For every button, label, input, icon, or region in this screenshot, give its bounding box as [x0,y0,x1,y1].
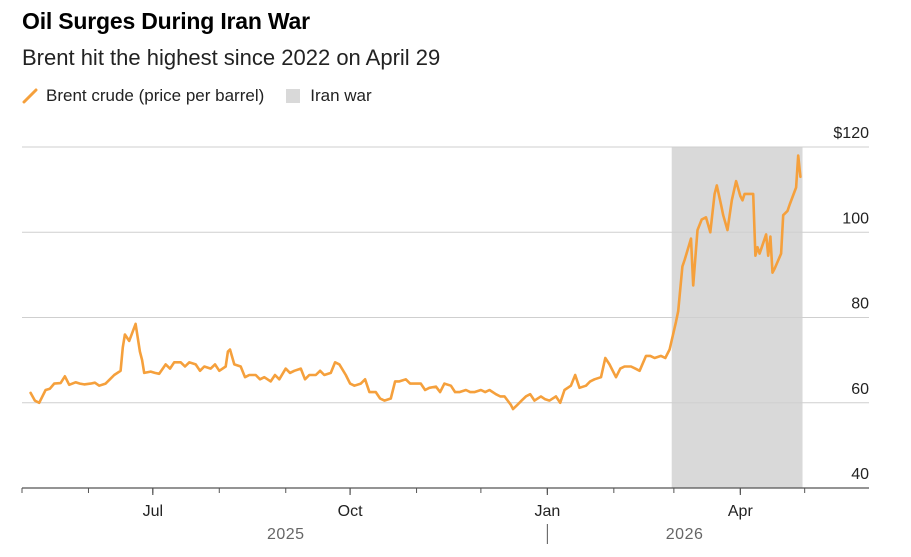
x-tick-label: Jul [143,503,163,520]
x-tick-label: Apr [728,503,754,520]
chart-title: Oil Surges During Iran War [22,8,310,34]
year-label: 2026 [666,526,704,543]
y-tick-label: $120 [833,125,869,142]
x-tick-label: Jan [534,503,560,520]
y-tick-label: 100 [842,210,869,227]
x-tick-label: Oct [338,503,363,520]
legend-label-iran-war: Iran war [310,86,372,105]
series-line-brent [29,154,802,411]
legend-item-brent: Brent crude (price per barrel) [22,86,264,106]
year-label: 2025 [267,526,305,543]
legend-label-brent: Brent crude (price per barrel) [46,86,265,105]
legend-item-iran-war: Iran war [286,86,372,106]
chart-subtitle: Brent hit the highest since 2022 on Apri… [22,45,441,70]
legend-line-icon [22,88,38,104]
legend-shade-swatch [286,89,301,103]
y-tick-label: 40 [851,466,869,483]
y-tick-label: 60 [851,381,869,398]
y-tick-label: 80 [851,296,869,313]
legend: Brent crude (price per barrel) Iran war [22,86,394,106]
